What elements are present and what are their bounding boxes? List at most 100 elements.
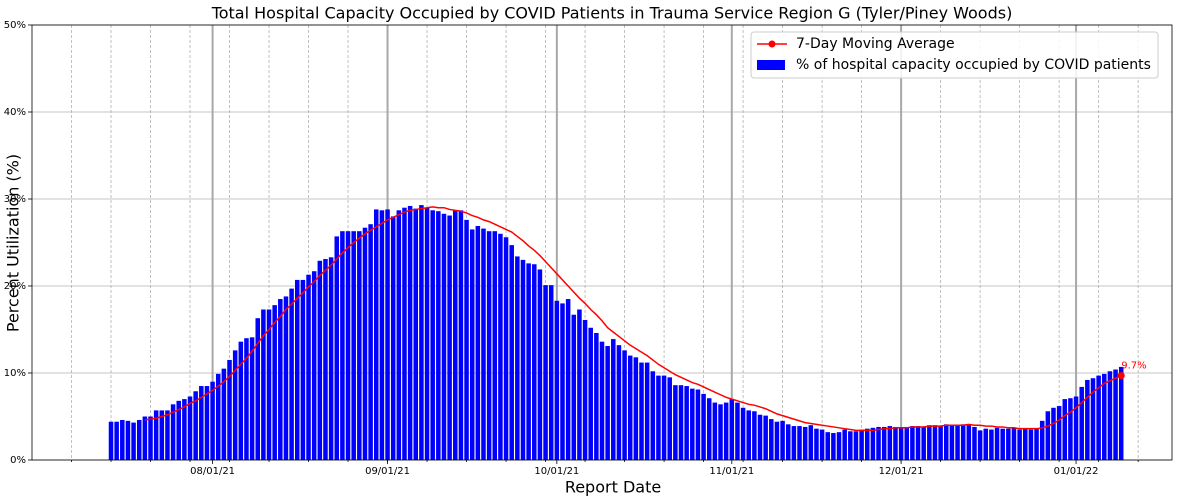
bar (424, 207, 430, 460)
bar (588, 327, 593, 460)
bar (317, 260, 323, 460)
legend-label: 7-Day Moving Average (796, 36, 955, 52)
bar (1113, 369, 1118, 460)
bar (159, 410, 165, 460)
bar (690, 388, 695, 460)
bar (351, 231, 356, 460)
bar (639, 362, 644, 460)
bar (227, 359, 232, 460)
bar (469, 229, 475, 460)
bar (627, 355, 633, 460)
bar (831, 433, 836, 460)
x-tick-label: 01/01/22 (1054, 466, 1099, 477)
bar (311, 271, 317, 460)
bar (323, 259, 328, 460)
bar (436, 211, 441, 460)
bar (611, 339, 616, 460)
bar (898, 427, 904, 460)
bar (249, 337, 255, 460)
bar (357, 231, 362, 460)
bar (328, 257, 334, 460)
bar (492, 231, 498, 460)
bar (1051, 407, 1056, 460)
bar (385, 209, 390, 460)
bar (1079, 386, 1084, 460)
bar (881, 426, 887, 460)
bar (915, 426, 921, 460)
bar (673, 385, 678, 460)
value-label: 9.7% (1121, 361, 1146, 372)
y-tick-label: 50% (4, 20, 26, 31)
bar (752, 411, 757, 460)
bar (458, 210, 464, 460)
bar (560, 303, 565, 460)
plot-frame (31, 24, 1173, 461)
bar (125, 420, 131, 460)
x-tick-label: 10/01/21 (534, 466, 579, 477)
bar (763, 415, 768, 460)
bar (661, 375, 667, 460)
bar (876, 426, 881, 460)
bar (1085, 379, 1090, 460)
bar (515, 256, 520, 460)
bar (757, 414, 763, 460)
bar (170, 404, 176, 460)
bar (870, 427, 876, 460)
bar (306, 274, 311, 460)
bar (723, 402, 729, 460)
bar (136, 419, 142, 460)
bar (120, 419, 125, 460)
bar (419, 205, 424, 460)
bar (887, 426, 893, 460)
bar (735, 402, 740, 460)
bar (718, 404, 723, 460)
bar (594, 332, 599, 460)
bar (1006, 428, 1011, 460)
bar (289, 288, 294, 460)
bar (475, 225, 481, 460)
bar (1107, 371, 1113, 460)
bar (210, 381, 215, 460)
bar (949, 425, 955, 460)
bar (255, 318, 260, 460)
bar (994, 427, 1000, 460)
bar (605, 346, 610, 460)
bar (802, 426, 808, 460)
bar (582, 319, 588, 460)
chart-title: Total Hospital Capacity Occupied by COVI… (211, 4, 1013, 23)
bar (1034, 428, 1039, 460)
bar (599, 341, 605, 460)
bar (1000, 428, 1005, 460)
bar (447, 215, 452, 460)
bar (1045, 411, 1051, 460)
bar (864, 428, 870, 460)
bar (859, 429, 864, 460)
bar (390, 216, 396, 460)
legend-swatch (757, 60, 785, 70)
bar (221, 368, 227, 460)
bar (165, 410, 170, 460)
bar (791, 426, 797, 460)
bar (746, 410, 751, 460)
bar (498, 233, 503, 460)
y-axis-label: Percent Utilization (%) (4, 154, 23, 332)
bar (921, 426, 926, 460)
bar (537, 269, 543, 460)
bar (650, 371, 656, 460)
bar (785, 424, 791, 460)
y-tick-label: 30% (4, 194, 26, 205)
bar (960, 424, 966, 460)
x-tick-label: 08/01/21 (190, 466, 235, 477)
bar (932, 425, 938, 460)
bar (215, 373, 221, 460)
bar (622, 350, 627, 460)
bar (814, 428, 819, 460)
bar (486, 231, 492, 460)
bar (379, 210, 385, 460)
x-tick-label: 12/01/21 (879, 466, 924, 477)
bar (176, 400, 181, 460)
bar (278, 299, 283, 460)
bar (1062, 399, 1068, 460)
bar (266, 309, 272, 460)
